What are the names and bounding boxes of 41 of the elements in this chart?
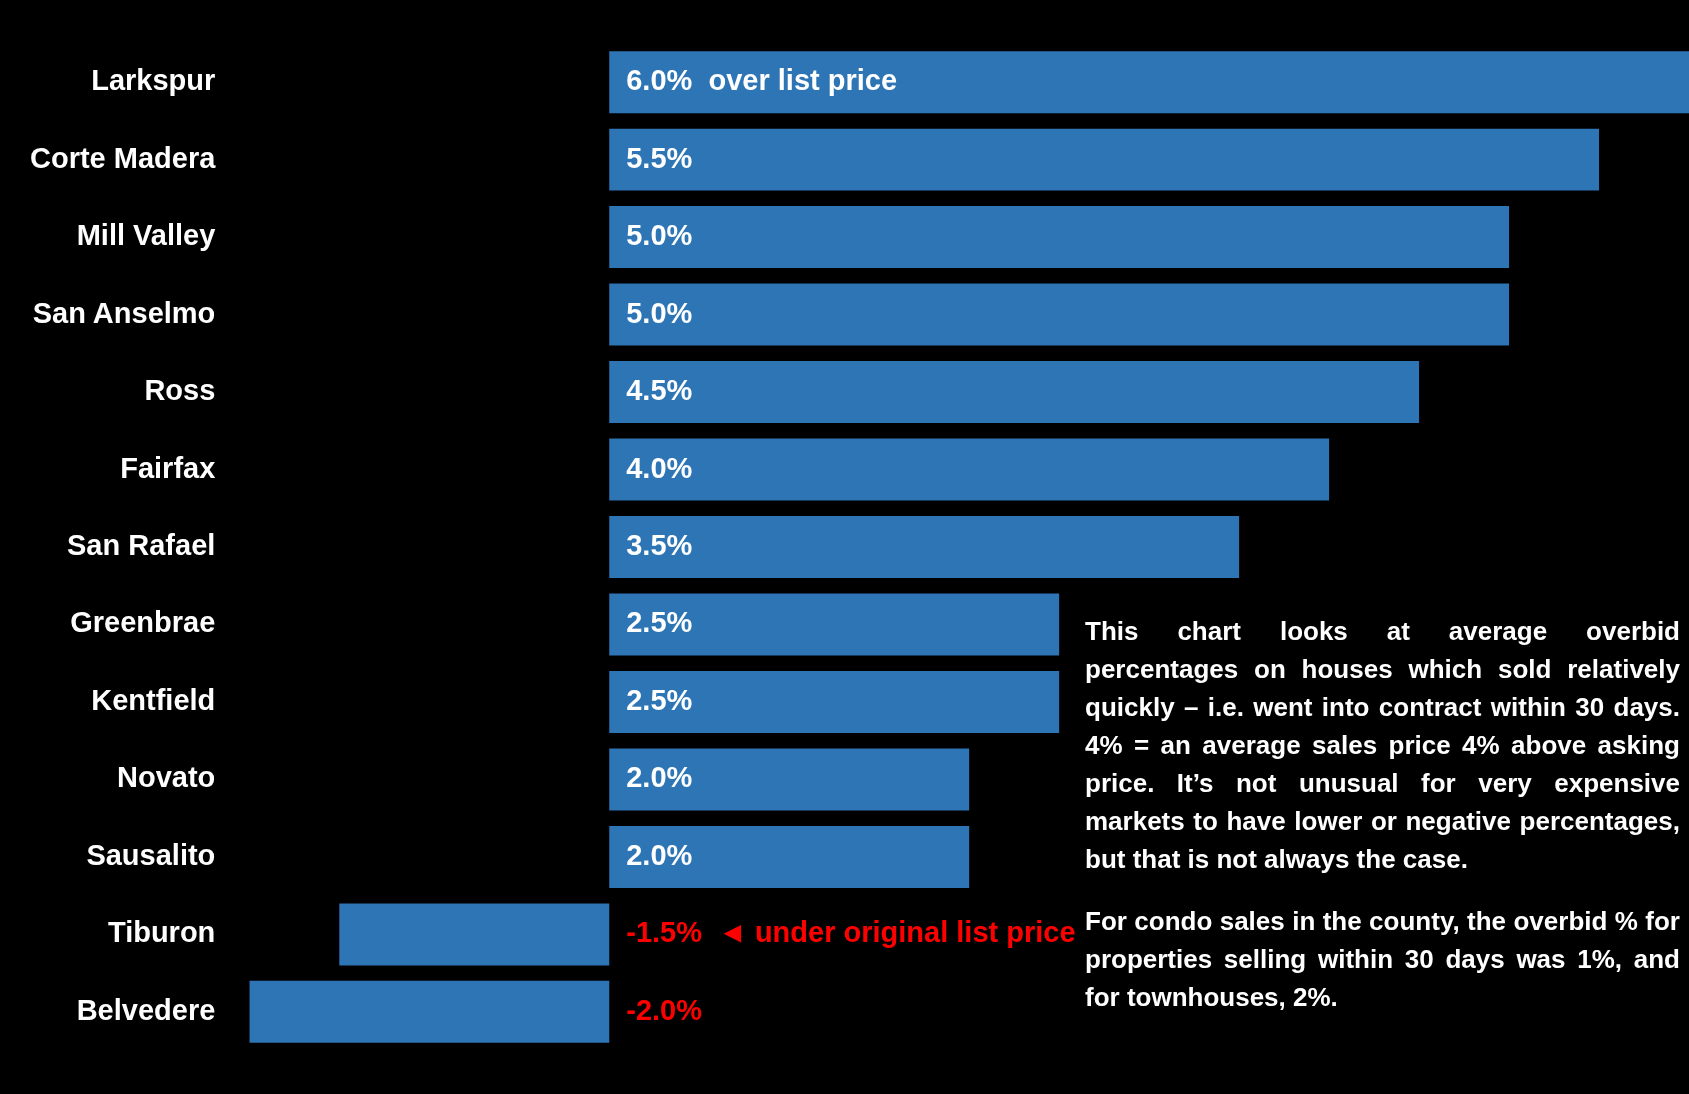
bar bbox=[609, 206, 1510, 269]
data-label: -2.0% bbox=[626, 993, 703, 1026]
bar bbox=[609, 51, 1689, 114]
y-tick-label: Kentfield bbox=[91, 683, 216, 716]
data-label: 4.5% bbox=[626, 374, 693, 407]
data-label: 2.0% bbox=[626, 761, 693, 794]
bar bbox=[609, 283, 1510, 346]
data-label: 5.5% bbox=[626, 141, 693, 174]
annotation: This chart looks at average overbid percentages on houses which sold relatively quickly – i.e. went into contract within 30 days. 4% = an average sales price 4% above asking price. It’s not unusual for very expensive markets to have lower or negative percentages, but that is not always the case. bbox=[1085, 615, 1680, 876]
bar bbox=[609, 361, 1420, 424]
y-tick-label: San Anselmo bbox=[32, 296, 216, 329]
y-tick-label: Novato bbox=[117, 761, 216, 794]
y-tick-label: Ross bbox=[144, 374, 216, 407]
bar bbox=[609, 516, 1240, 578]
bar bbox=[609, 748, 970, 811]
y-tick-label: Sausalito bbox=[86, 838, 216, 871]
bar bbox=[609, 128, 1600, 191]
bar bbox=[609, 438, 1330, 501]
bar bbox=[609, 670, 1060, 733]
data-label: 5.0% bbox=[626, 219, 693, 252]
data-label: 6.0% over list price bbox=[626, 64, 898, 97]
y-tick-label: San Rafael bbox=[67, 529, 216, 561]
y-tick-label: Greenbrae bbox=[70, 606, 216, 639]
y-tick-label: Larkspur bbox=[91, 64, 216, 97]
data-label: 4.0% bbox=[626, 451, 693, 484]
data-label: -1.5% ◄ under original list price bbox=[626, 916, 1076, 949]
y-tick-label: Tiburon bbox=[107, 916, 216, 949]
y-tick-label: Mill Valley bbox=[76, 219, 216, 252]
bar bbox=[609, 593, 1060, 656]
annotation: For condo sales in the county, the overbid % for properties selling within 30 days was 1%, and for townhouses, 2%. bbox=[1085, 905, 1680, 1014]
data-label: 2.5% bbox=[626, 683, 693, 716]
data-label: 5.0% bbox=[626, 296, 693, 329]
data-label: 2.0% bbox=[626, 838, 693, 871]
y-tick-label: Fairfax bbox=[120, 451, 216, 484]
y-tick-label: Belvedere bbox=[76, 993, 216, 1026]
data-label: 2.5% bbox=[626, 606, 693, 639]
y-tick-label: Corte Madera bbox=[30, 141, 217, 174]
bar bbox=[339, 903, 610, 966]
data-label: 3.5% bbox=[626, 529, 693, 561]
bar bbox=[609, 825, 970, 888]
bar bbox=[249, 980, 610, 1043]
